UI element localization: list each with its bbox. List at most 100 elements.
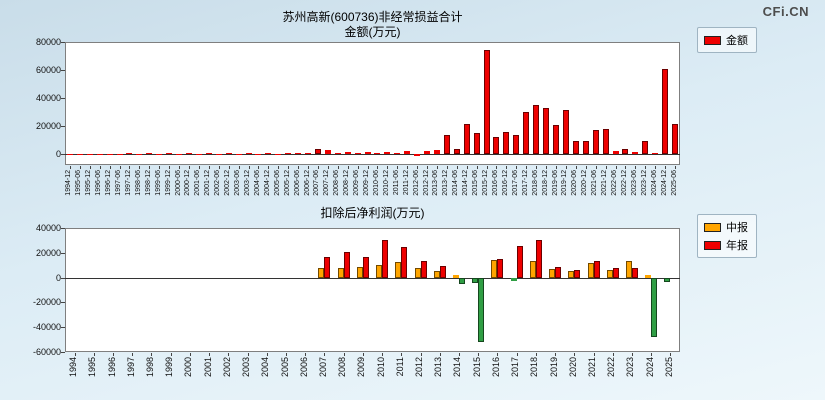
x-tick-mark (198, 166, 200, 169)
bar-金额 (384, 151, 391, 154)
x-tick-label: 2022 (606, 357, 617, 378)
bar-金额 (642, 141, 649, 154)
x-tick-label: 2013-06 (432, 170, 440, 196)
legend-swatch-icon (704, 240, 721, 250)
bar-中报 (376, 265, 383, 278)
x-tick-mark (651, 353, 653, 356)
bar-年报 (401, 246, 408, 278)
x-tick-mark (420, 353, 422, 356)
x-tick-mark (268, 166, 270, 169)
x-tick-mark (635, 166, 637, 169)
y-tick-mark (61, 153, 65, 155)
y-tick-label: 40000 (35, 92, 61, 103)
y-tick-mark (61, 352, 65, 353)
x-tick-label: 1994-12 (65, 170, 73, 196)
top-chart-legend: 金额 (697, 27, 757, 53)
bar-金额 (146, 153, 153, 155)
x-tick-label: 2004-06 (253, 170, 261, 196)
bar-金额 (225, 153, 232, 155)
x-tick-mark (308, 166, 310, 169)
x-tick-label: 1997-12 (124, 170, 132, 196)
y-tick-label: -60000 (32, 347, 61, 357)
x-tick-label: 2021-06 (591, 170, 599, 196)
x-tick-mark (362, 353, 364, 356)
x-tick-label: 2011-12 (402, 170, 410, 196)
x-tick-mark (89, 166, 91, 169)
x-tick-label: 2016-06 (491, 170, 499, 196)
x-tick-mark (446, 166, 448, 169)
x-tick-label: 2014-06 (452, 170, 460, 196)
x-tick-mark (149, 166, 151, 169)
x-tick-mark (456, 166, 458, 169)
cfi-logo: CFi.CN (762, 4, 809, 19)
bar-金额 (314, 148, 321, 154)
x-tick-mark (436, 166, 438, 169)
x-tick-label: 2004 (260, 357, 271, 378)
x-tick-label: 2000-06 (174, 170, 182, 196)
bar-金额 (622, 148, 629, 154)
x-tick-mark (99, 166, 101, 169)
x-tick-label: 2009-06 (353, 170, 361, 196)
bottom-chart-legend: 中报 年报 (697, 214, 757, 258)
bar-金额 (592, 130, 599, 154)
x-tick-label: 2002-12 (224, 170, 232, 196)
bar-金额 (453, 148, 460, 154)
bar-金额 (433, 150, 440, 154)
x-tick-label: 1998 (144, 357, 155, 378)
x-tick-mark (347, 166, 349, 169)
bar-金额 (404, 151, 411, 154)
y-tick-mark (61, 252, 65, 254)
x-tick-label: 1998-12 (144, 170, 152, 196)
bar-金额 (652, 153, 659, 155)
x-tick-mark (382, 353, 384, 356)
x-tick-label: 1995 (87, 357, 98, 378)
y-tick-mark (61, 97, 65, 99)
x-tick-label: 2025 (663, 357, 674, 378)
x-tick-mark (466, 166, 468, 169)
x-tick-label: 2008 (337, 357, 348, 378)
x-tick-mark (574, 353, 576, 356)
bar-金额 (156, 153, 163, 155)
y-tick-mark (61, 302, 65, 304)
bar-金额 (374, 153, 381, 155)
x-tick-label: 2007-06 (313, 170, 321, 196)
legend-item: 金额 (704, 32, 748, 48)
bar-金额 (245, 153, 252, 155)
x-tick-label: 2022-06 (611, 170, 619, 196)
x-tick-label: 2013 (433, 357, 444, 378)
bar-金额 (176, 153, 183, 155)
bar-年报 (631, 267, 638, 278)
bar-年报 (535, 240, 542, 278)
y-tick-label: 40000 (35, 223, 61, 233)
x-tick-label: 2018-12 (541, 170, 549, 196)
bar-中报 (472, 277, 479, 283)
bar-年报 (651, 277, 658, 338)
bar-中报 (645, 274, 652, 278)
x-tick-mark (209, 353, 211, 356)
x-tick-label: 2004-12 (263, 170, 271, 196)
x-tick-label: 2023-06 (630, 170, 638, 196)
x-tick-mark (625, 166, 627, 169)
x-tick-mark (556, 166, 557, 169)
bar-金额 (562, 110, 569, 154)
x-tick-label: 2015 (471, 357, 482, 378)
x-tick-mark (228, 166, 230, 169)
x-tick-label: 1999-06 (154, 170, 162, 196)
bar-金额 (533, 104, 540, 154)
x-tick-label: 2020-06 (571, 170, 579, 196)
x-tick-mark (516, 166, 518, 169)
x-tick-label: 2009-12 (363, 170, 371, 196)
x-tick-mark (170, 353, 172, 356)
x-tick-label: 2010 (375, 357, 386, 378)
bar-年报 (382, 239, 389, 278)
y-tick-mark (61, 228, 65, 229)
x-tick-mark (74, 353, 76, 356)
bar-金额 (572, 141, 579, 154)
y-tick-label: 20000 (35, 120, 61, 131)
x-tick-label: 2019-06 (551, 170, 559, 196)
y-tick-mark (61, 327, 65, 329)
bar-金额 (235, 153, 242, 155)
x-tick-mark (526, 166, 528, 169)
x-tick-label: 2006-12 (303, 170, 311, 196)
x-tick-label: 2007 (317, 357, 328, 378)
